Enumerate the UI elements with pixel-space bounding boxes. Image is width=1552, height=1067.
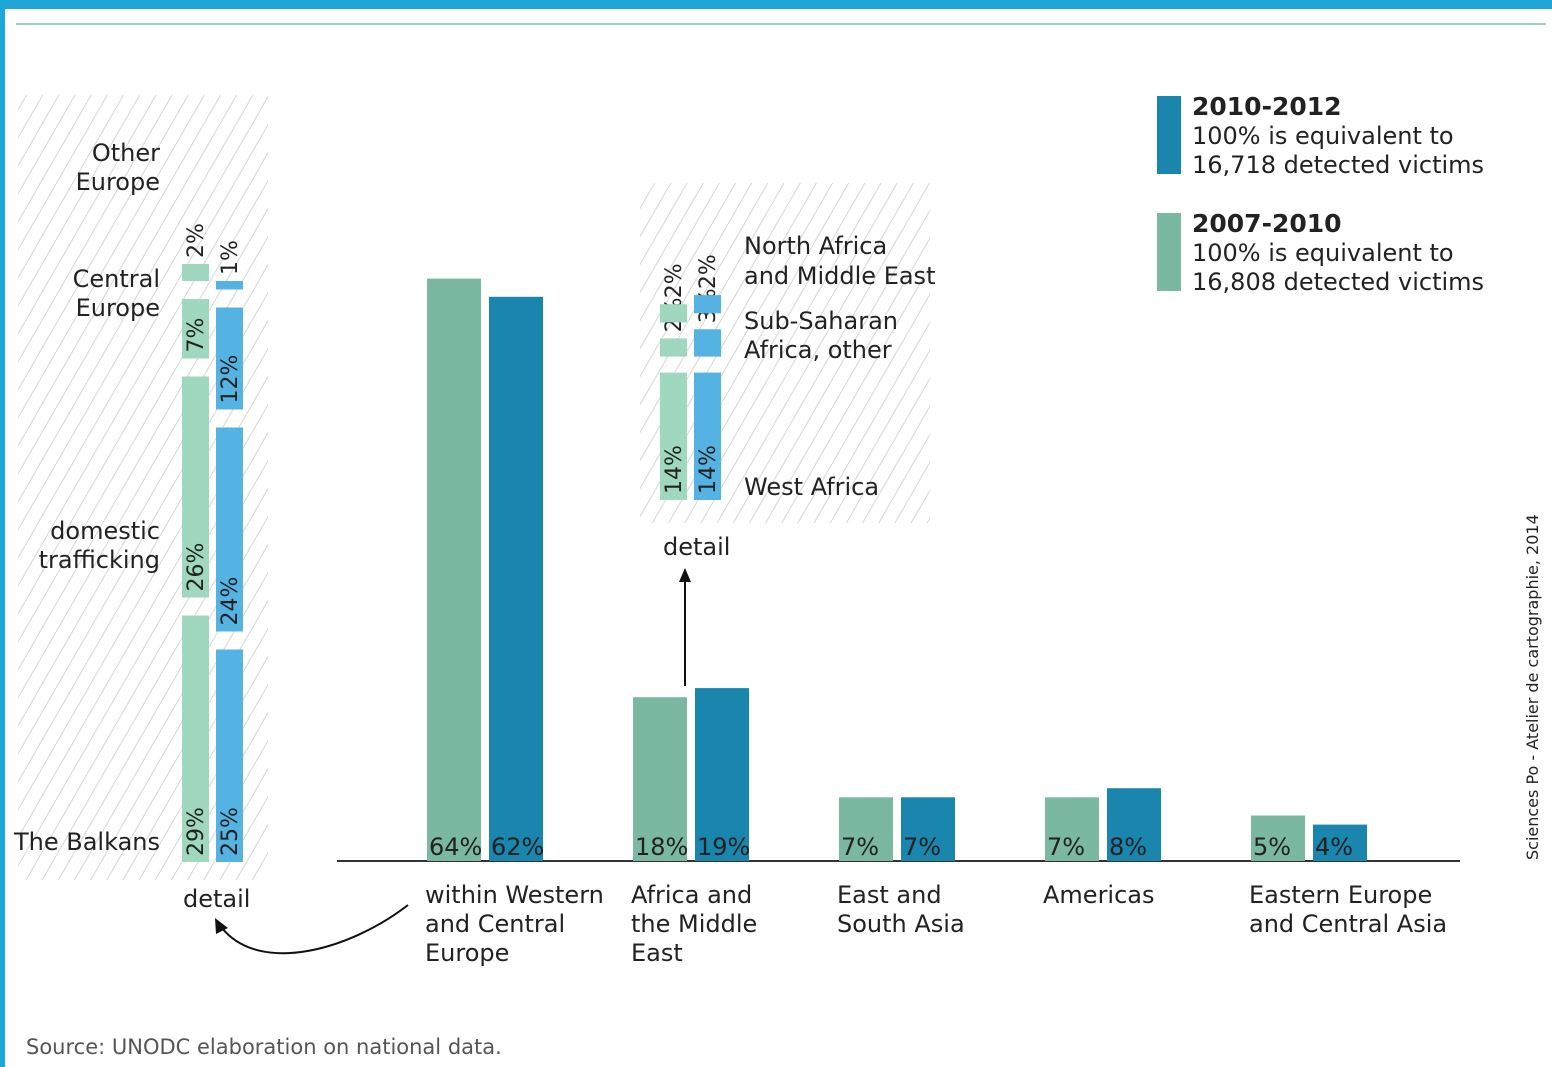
legend-line1: 100% is equivalent to <box>1192 122 1454 150</box>
bar-value-label: 7% <box>1047 833 1085 861</box>
detail-africa-bar-2007-2010-0 <box>660 372 687 500</box>
detail-europe-value: 7% <box>184 318 209 353</box>
bar-2007-2010-4 <box>1251 815 1305 861</box>
detail-europe-value: 25% <box>218 807 243 856</box>
legend-swatch-2007-2010 <box>1157 213 1181 291</box>
bar-2010-2012-1 <box>695 688 749 861</box>
legend-period: 2010-2012 <box>1192 92 1342 121</box>
detail-africa-bar-2010-2012-2 <box>694 295 721 314</box>
bar-2010-2012-3 <box>1107 788 1161 861</box>
detail-europe-bar-2010-2012-3 <box>216 281 243 290</box>
bar-value-label: 7% <box>841 833 879 861</box>
detail-africa-label: West Africa <box>744 473 879 501</box>
left-frame-bar <box>0 0 5 1067</box>
bar-2007-2010-1 <box>633 697 687 861</box>
bar-2007-2010-3 <box>1045 797 1099 861</box>
bar-2007-2010-2 <box>839 797 893 861</box>
detail-europe-label: Europe <box>76 168 160 196</box>
category-label: and Central Asia <box>1249 910 1447 938</box>
bar-value-label: 62% <box>491 833 544 861</box>
arrow-curve-line <box>221 904 409 955</box>
detail-europe-label: trafficking <box>39 546 160 574</box>
detail-europe-value: 2% <box>184 223 209 258</box>
detail-africa-value: 2% <box>696 254 721 289</box>
bar-2010-2012-2 <box>901 797 955 861</box>
category-label: Americas <box>1043 881 1155 909</box>
legend-line1: 100% is equivalent to <box>1192 239 1454 267</box>
arrows <box>215 568 691 955</box>
detail-europe-value: 12% <box>218 355 243 404</box>
detail-europe-bar-2007-2010-3 <box>182 264 209 281</box>
detail-africa-value: 14% <box>662 445 687 494</box>
detail-africa-bar-2010-2012-1 <box>694 329 721 357</box>
detail-europe-bar-2010-2012-1 <box>216 427 243 632</box>
detail-europe-value: 24% <box>218 577 243 626</box>
detail-africa-bar-2007-2010-1 <box>660 338 687 357</box>
detail-europe-label: Central <box>73 265 160 293</box>
bar-value-label: 18% <box>635 833 688 861</box>
bar-value-label: 5% <box>1253 833 1291 861</box>
detail-europe-value: 26% <box>184 543 209 592</box>
detail-europe-bar-2010-2012-2 <box>216 307 243 410</box>
bar-value-label: 8% <box>1109 833 1147 861</box>
bar-value-label: 64% <box>429 833 482 861</box>
detail-africa-label: and Middle East <box>744 262 935 290</box>
detail-europe-value: 1% <box>218 240 243 275</box>
detail-europe-bar-2007-2010-2 <box>182 299 209 359</box>
detail-europe-label: The Balkans <box>13 828 160 856</box>
header-divider <box>16 23 1546 25</box>
category-label: the Middle <box>631 910 757 938</box>
detail-africa-bar-2007-2010-2 <box>660 304 687 323</box>
bar-2010-2012-0 <box>489 296 543 861</box>
detail-panel-africa-hatch <box>640 183 930 523</box>
top-frame-bar <box>0 0 1552 9</box>
detail-europe-label: domestic <box>50 517 160 545</box>
detail-europe-value: 29% <box>184 807 209 856</box>
detail-europe-bar-2010-2012-0 <box>216 649 243 862</box>
legend-period: 2007-2010 <box>1192 209 1342 238</box>
bar-value-label: 4% <box>1315 833 1353 861</box>
bar-2007-2010-0 <box>427 278 481 862</box>
detail-africa-value: 14% <box>696 445 721 494</box>
bar-value-label: 7% <box>903 833 941 861</box>
legend-line2: 16,808 detected victims <box>1192 268 1484 296</box>
arrow-curve-head <box>215 918 228 934</box>
category-label: South Asia <box>837 910 965 938</box>
detail-caption: detail <box>183 885 250 913</box>
detail-africa-group: 14%2%2%14%3%2%West AfricaSub-SaharanAfri… <box>660 232 935 561</box>
legend-swatch-2010-2012 <box>1157 96 1181 174</box>
detail-africa-value: 2% <box>662 263 687 298</box>
arrow-up-head <box>679 568 691 582</box>
detail-europe-bar-2007-2010-0 <box>182 615 209 862</box>
detail-europe-bar-2007-2010-1 <box>182 376 209 598</box>
category-label: and Central <box>425 910 565 938</box>
category-label: Europe <box>425 939 509 967</box>
category-label: East <box>631 939 683 967</box>
detail-africa-label: Sub-Saharan <box>744 307 898 335</box>
detail-africa-bar-2010-2012-0 <box>694 372 721 500</box>
detail-africa-label: Africa, other <box>744 336 892 364</box>
category-label: Eastern Europe <box>1249 881 1432 909</box>
category-label: Africa and <box>631 881 752 909</box>
detail-europe-group: 29% 26% 7% 2% 25% 24% 12% 1% The Balkans domestic… <box>13 139 250 913</box>
detail-europe-label: Europe <box>76 294 160 322</box>
credit-note: Sciences Po - Atelier de cartographie, 2… <box>1523 514 1542 860</box>
bar-value-label: 19% <box>697 833 750 861</box>
detail-africa-label: North Africa <box>744 232 887 260</box>
detail-europe-label: Other <box>92 139 160 167</box>
detail-caption: detail <box>663 533 730 561</box>
legend-line2: 16,718 detected victims <box>1192 151 1484 179</box>
source-note: Source: UNODC elaboration on national da… <box>26 1035 502 1059</box>
category-label: East and <box>837 881 942 909</box>
bar-2010-2012-4 <box>1313 824 1367 861</box>
category-label: within Western <box>425 881 604 909</box>
